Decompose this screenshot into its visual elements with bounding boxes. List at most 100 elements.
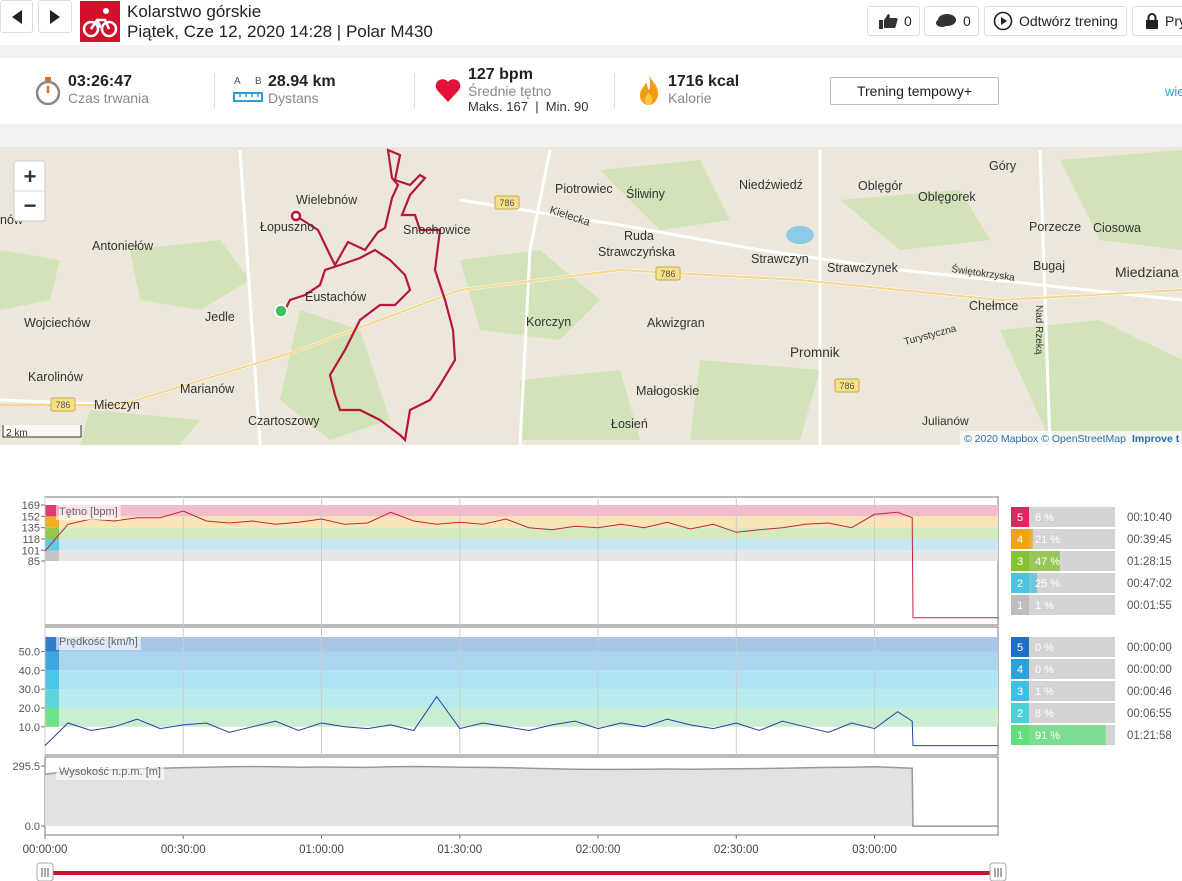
place-label: Karolinów (28, 370, 84, 384)
panel-title: Prędkość [km/h] (59, 636, 138, 648)
privacy-button[interactable]: Pry (1132, 6, 1182, 36)
activity-subtitle: Piątek, Cze 12, 2020 14:28 | Polar M430 (127, 22, 433, 41)
x-tick-label: 01:00:00 (299, 844, 344, 856)
privacy-label: Pry (1165, 13, 1182, 29)
zone-strip (45, 539, 59, 551)
x-tick-label: 00:00:00 (23, 844, 68, 856)
zone-number: 5 (1017, 642, 1023, 654)
zone-number: 5 (1017, 512, 1023, 524)
scale-bar (2, 425, 82, 438)
comment-button[interactable]: 0 (924, 6, 979, 36)
zone-number: 4 (1017, 664, 1023, 676)
forward-button[interactable] (38, 0, 72, 33)
heart-rate-value: 127 bpm (468, 66, 533, 83)
panel-title-bg (56, 634, 141, 650)
activity-title: Kolarstwo górskie (127, 2, 262, 21)
place-label: Julianów (922, 414, 969, 428)
duration-value: 03:26:47 (68, 73, 133, 90)
x-tick-label: 00:30:00 (161, 844, 206, 856)
zone-percent: 6 % (1035, 512, 1054, 524)
place-label: Strawczyn (751, 252, 809, 266)
zone-duration: 00:01:55 (1127, 600, 1172, 612)
zone-bar-bg (1011, 681, 1115, 701)
place-label: Promnik (790, 345, 840, 360)
zone-number: 1 (1017, 730, 1023, 742)
zone-duration: 00:47:02 (1127, 578, 1172, 590)
replay-label: Odtwórz trening (1019, 13, 1118, 29)
training-button[interactable]: Trening tempowy+ (830, 77, 999, 105)
zone-bar-bg (1011, 595, 1115, 615)
area-line (44, 765, 998, 827)
zone-percent: 25 % (1035, 578, 1060, 590)
zone-duration: 00:39:45 (1127, 534, 1172, 546)
y-tick-label: 135 (22, 523, 40, 535)
x-tick-label: 02:00:00 (576, 844, 621, 856)
route-start (274, 304, 288, 318)
zone-cell (1011, 529, 1029, 549)
zone-number: 1 (1017, 600, 1023, 612)
zone-bar-bg (1011, 637, 1115, 657)
attribution-bg (960, 431, 1182, 445)
zone-cell (1011, 551, 1029, 571)
improve-link[interactable]: Improve t (1132, 433, 1180, 445)
lake (786, 226, 814, 244)
y-tick-label: 85 (28, 556, 40, 568)
panel-title: Wysokość n.p.m. [m] (59, 766, 161, 778)
place-label: Strawczynek (827, 261, 899, 275)
place-label: Chełmce (969, 299, 1018, 313)
road-shields: 786 786 786 786 (50, 195, 860, 412)
y-tick-label: 40.0 (19, 665, 40, 677)
y-tick-label: 101 (22, 545, 40, 557)
place-label: Niedźwiedź (739, 178, 803, 192)
zone-bar-bg (1011, 703, 1115, 723)
scale-label: 2 km (6, 428, 28, 439)
zone-duration: 01:21:58 (1127, 730, 1172, 742)
route-end (290, 210, 302, 222)
zoom-in[interactable]: + (24, 164, 37, 189)
calories-label: Kalorie (668, 90, 712, 106)
heart-rate-label: Średnie tętno (468, 83, 552, 99)
place-label: Góry (989, 159, 1017, 173)
place-label: Piotrowiec (555, 182, 613, 196)
zone-percent: 8 % (1035, 708, 1054, 720)
zone-strip (45, 670, 59, 690)
zone-strip (45, 516, 59, 528)
zone-duration: 00:06:55 (1127, 708, 1172, 720)
zoom-out[interactable]: − (24, 193, 37, 218)
zone-cell (1011, 507, 1029, 527)
distance-value: 28.94 km (268, 73, 336, 90)
more-link[interactable]: wie (1165, 84, 1182, 99)
stopwatch-icon (35, 77, 61, 106)
map[interactable]: Wielebnów Łopuszno Antoniełów Eustachów … (0, 147, 1182, 445)
forward-arrow (50, 9, 60, 24)
place-label: Jedle (205, 310, 235, 324)
place-label: Łopuszno (260, 220, 314, 234)
place-label: Marianów (180, 382, 235, 396)
attribution[interactable]: © 2020 Mapbox © OpenStreetMap (964, 433, 1126, 445)
like-button[interactable]: 0 (867, 6, 920, 36)
zone-band (45, 707, 998, 727)
zone-band (45, 505, 998, 517)
panel-title-bg (56, 504, 121, 520)
heart-icon (435, 79, 461, 102)
lock-icon (1146, 13, 1158, 29)
zone-strip (45, 637, 59, 652)
zone-band (45, 670, 998, 690)
place-label: Ruda (624, 229, 654, 243)
zone-bar-bg (1011, 529, 1115, 549)
replay-button[interactable]: Odtwórz trening (984, 6, 1127, 36)
place-label: Małogoskie (636, 384, 699, 398)
place-label: Antoniełów (92, 239, 154, 253)
flame-icon (640, 75, 659, 105)
zone-band (45, 550, 998, 561)
zone-band (45, 527, 998, 539)
place-label: Akwizgran (647, 316, 705, 330)
zone-duration: 00:00:00 (1127, 642, 1172, 654)
y-tick-label: 0.0 (25, 821, 40, 833)
place-label: Oblęgór (858, 179, 902, 193)
zone-number: 3 (1017, 686, 1023, 698)
play-icon (993, 11, 1013, 31)
back-button[interactable] (0, 0, 33, 33)
zone-duration: 00:00:00 (1127, 664, 1172, 676)
calories-value: 1716 kcal (668, 73, 740, 90)
